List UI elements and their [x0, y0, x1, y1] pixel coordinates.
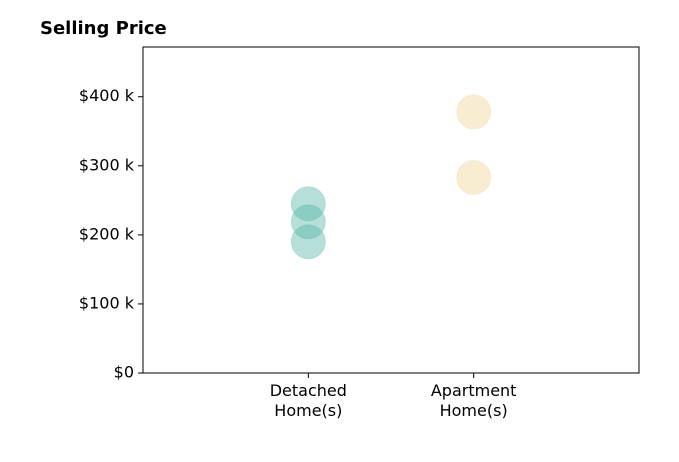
- x-tick-label: Detached Home(s): [269, 381, 347, 420]
- y-tick-label: $400 k: [79, 86, 135, 105]
- point: [456, 160, 492, 196]
- point: [456, 94, 492, 130]
- y-tick-label: $300 k: [79, 155, 135, 174]
- plot-frame: [142, 46, 640, 374]
- x-tick-label: Apartment Home(s): [430, 381, 517, 420]
- y-tick-label: $100 k: [79, 293, 135, 312]
- y-tick-label: $200 k: [79, 224, 135, 243]
- y-tick-label: $0: [114, 363, 134, 382]
- point: [290, 224, 326, 260]
- point: [290, 204, 326, 240]
- point: [290, 186, 326, 222]
- chart-title: Selling Price: [40, 18, 167, 39]
